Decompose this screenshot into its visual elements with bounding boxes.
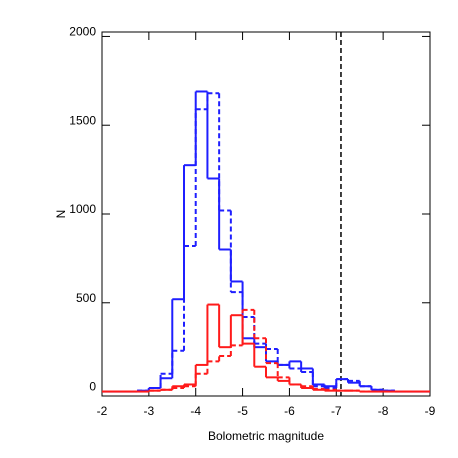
x-tick-label: -9 bbox=[425, 404, 436, 418]
x-tick-label: -8 bbox=[378, 404, 389, 418]
x-axis-label: Bolometric magnitude bbox=[208, 429, 324, 443]
y-tick-label: 500 bbox=[76, 291, 96, 305]
x-tick-label: -7 bbox=[331, 404, 342, 418]
y-tick-label: 1500 bbox=[69, 113, 96, 127]
y-tick-label: 2000 bbox=[69, 25, 96, 39]
x-tick-label: -2 bbox=[97, 404, 108, 418]
x-tick-label: -5 bbox=[237, 404, 248, 418]
x-tick-label: -3 bbox=[144, 404, 155, 418]
x-tick-label: -6 bbox=[284, 404, 295, 418]
y-tick-label: 1000 bbox=[69, 202, 96, 216]
x-tick-label: -4 bbox=[190, 404, 201, 418]
y-tick-label: 0 bbox=[89, 380, 96, 394]
y-axis-label: N bbox=[54, 210, 68, 219]
